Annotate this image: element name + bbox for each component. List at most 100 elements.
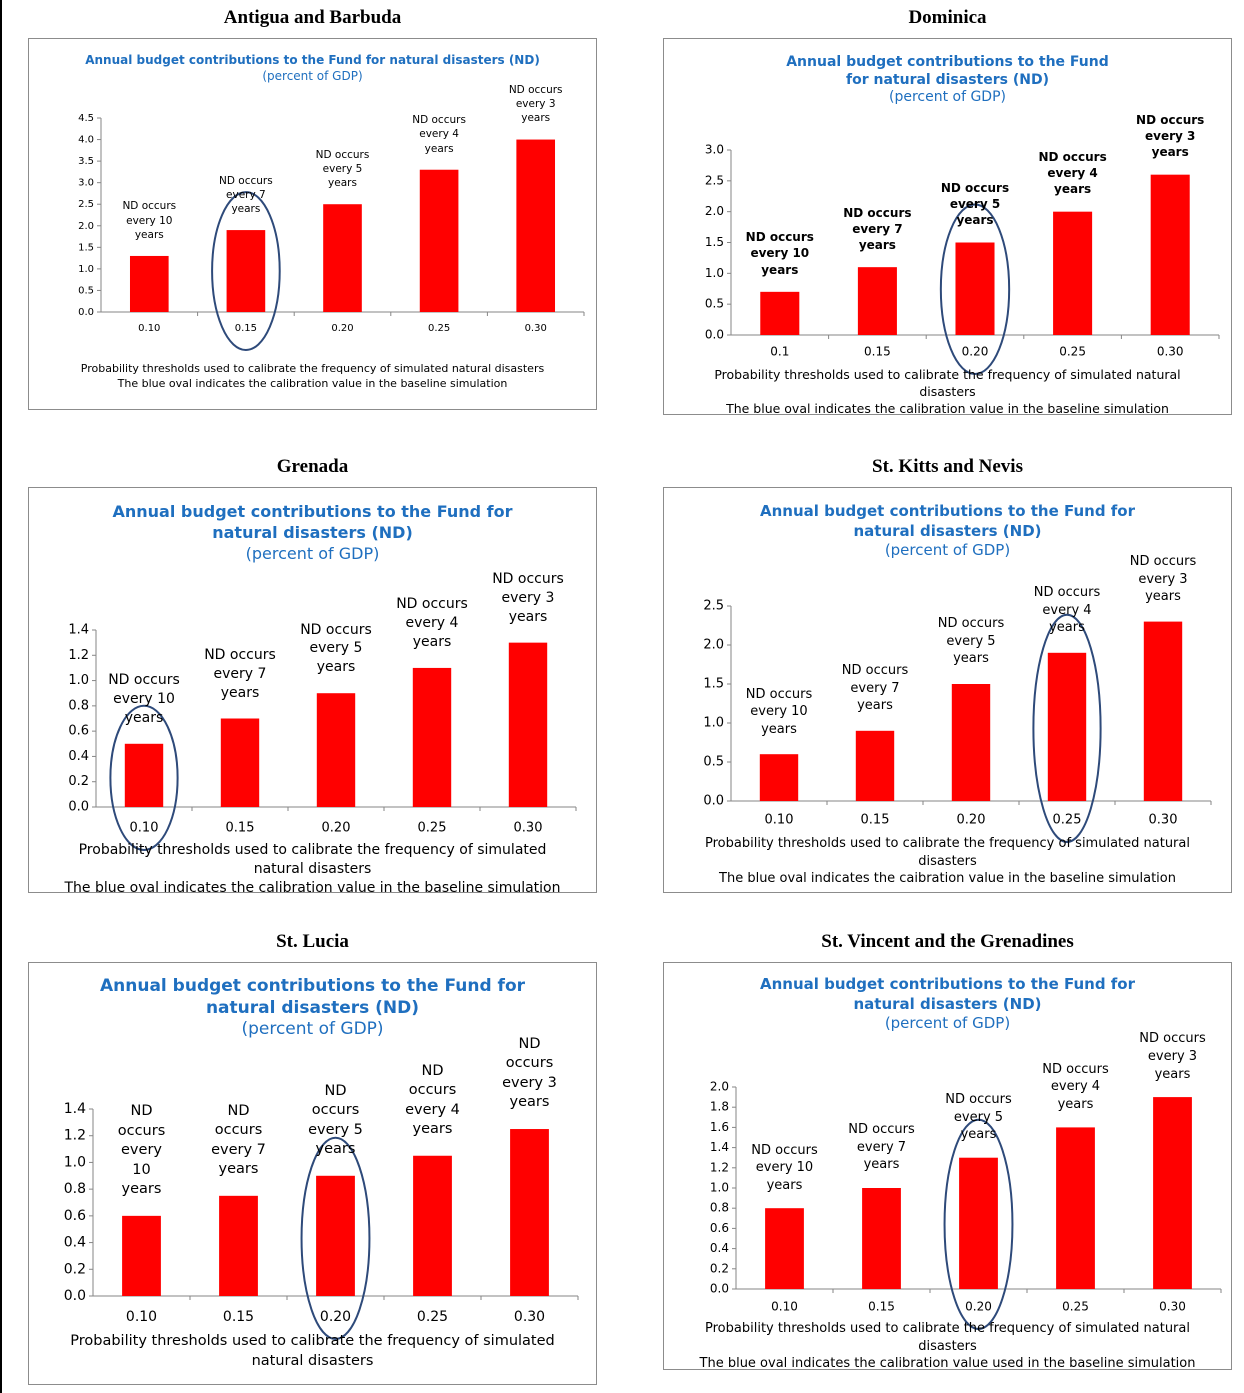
chart-subtitle: (percent of GDP) (262, 68, 363, 83)
y-tick-label: 0.0 (710, 1282, 729, 1296)
panel-heading: Grenada (276, 456, 349, 477)
y-tick-label: 0.6 (64, 1208, 86, 1224)
chart-panel: 0.0 0.2 0.4 0.6 0.8 1.0 1.2 1.4 1.6 1.8 2.0 0.10 0.1… (663, 962, 1232, 1372)
chart-panel: 0.0 0.2 0.4 0.6 0.8 1.0 1.2 1.4 0.10 0.15 0.20 0.25… (28, 962, 597, 1385)
bar (857, 267, 897, 335)
note: Probability thresholds used to calibrate… (78, 842, 547, 877)
bar-annotation: ND occurs every 10 years (108, 672, 180, 726)
chart-title: Annual budget contributions to the Fund … (759, 975, 1136, 1013)
y-tick-label: 0.2 (68, 774, 89, 789)
y-tick-label: 0.6 (68, 724, 89, 739)
bar-annotation: ND occurs every 10 years (122, 200, 177, 241)
y-tick-label: 1.0 (705, 266, 724, 280)
bar-annotation: ND occurs every 4 years (405, 1062, 460, 1138)
notes: Probability thresholds used to calibrate… (29, 1332, 596, 1371)
x-tick-label: 0.20 (320, 1309, 351, 1325)
x-tick-label: 0.25 (428, 323, 450, 334)
chart-panel: 0.0 0.5 1.0 1.5 2.0 2.5 3.0 0.1 0.15 0.20 0.25 0.30… (663, 38, 1232, 416)
notes: Probability thresholds used to calibrate… (664, 835, 1231, 888)
x-tick-label: 0.10 (126, 1309, 157, 1325)
y-tick-label: 1.2 (68, 648, 89, 663)
y-tick-label: 3.0 (78, 178, 94, 189)
y-tick-label: 0.0 (78, 307, 94, 318)
y-tick-label: 1.4 (710, 1140, 729, 1154)
x-tick-label: 0.15 (868, 1300, 895, 1314)
note: Probability thresholds used to calibrate… (714, 367, 1181, 399)
x-tick-label: 0.25 (417, 1309, 448, 1325)
panel-heading: St. Lucia (276, 931, 349, 952)
y-tick-label: 0.8 (710, 1201, 729, 1215)
x-tick-label: 0.20 (965, 1300, 992, 1314)
bar-annotation: ND occurs every 10 years (745, 230, 814, 277)
y-tick-label: 2.0 (78, 221, 94, 232)
bar-annotation: ND occurs every 4 years (412, 114, 466, 155)
y-tick-label: 0.8 (64, 1181, 86, 1197)
bar (220, 718, 260, 807)
bar-annotation: ND occurs every 5 years (300, 621, 372, 676)
baseline-oval (300, 1136, 371, 1340)
x-tick-label: 0.15 (864, 345, 891, 359)
chart-subtitle: (percent of GDP) (888, 89, 1006, 106)
y-tick-label: 3.5 (78, 156, 94, 167)
bar-annotation: ND occurs every 3 years (508, 84, 563, 125)
y-tick-label: 0.5 (703, 755, 724, 770)
panel-heading: St. Vincent and the Grenadines (821, 931, 1074, 952)
y-tick-label: 0.5 (705, 297, 724, 311)
bar (516, 139, 556, 312)
y-tick-label: 1.0 (703, 716, 724, 731)
x-tick-label: 0.15 (226, 821, 255, 836)
chart-title: Annual budget contributions to the Fund … (786, 54, 1109, 89)
bar-annotation: ND occurs every 3 years (502, 1035, 557, 1111)
y-tick-label: 2.0 (710, 1080, 729, 1094)
bar (760, 291, 800, 335)
x-tick-label: 0.30 (1157, 345, 1184, 359)
y-tick-label: 1.4 (64, 1101, 86, 1117)
chart-subtitle: (percent of GDP) (884, 541, 1011, 559)
x-tick-label: 0.1 (770, 345, 789, 359)
bar (759, 754, 799, 801)
y-tick-label: 1.5 (703, 677, 724, 692)
bar (959, 1157, 998, 1289)
chart: 0.0 0.5 1.0 1.5 2.0 2.5 3.0 3.5 4.0 4.5 0.10 0.15 0.… (78, 113, 585, 352)
chart: 0.0 0.5 1.0 1.5 2.0 2.5 3.0 0.1 0.15 0.20 0.25 0.30 (705, 143, 1220, 375)
chart-title: Annual budget contributions to the Fund … (759, 502, 1136, 540)
bar (1056, 1127, 1095, 1289)
y-tick-label: 4.0 (78, 135, 94, 146)
y-tick-label: 0.2 (710, 1261, 729, 1275)
bar (124, 743, 164, 807)
x-tick-label: 0.10 (765, 813, 794, 828)
bar (1150, 174, 1190, 335)
bar-annotation: ND occurs every 4 years (396, 596, 468, 651)
note: The blue oval indicates the calibration … (699, 1356, 1196, 1372)
bar-annotation: ND occurs every 3 years (492, 570, 564, 625)
y-tick-label: 2.0 (703, 638, 724, 653)
bar (951, 684, 991, 801)
x-tick-label: 0.30 (1149, 813, 1178, 828)
x-tick-label: 0.25 (418, 821, 447, 836)
bar (955, 242, 995, 335)
baseline-oval (939, 203, 1011, 375)
y-tick-label: 0.0 (68, 800, 89, 815)
note: Probability thresholds used to calibrate… (80, 362, 545, 375)
y-tick-label: 0.0 (703, 794, 724, 809)
baseline-oval (109, 704, 179, 851)
x-tick-label: 0.30 (514, 1309, 545, 1325)
note: The blue oval indicates the calibration … (64, 879, 561, 896)
bar (122, 1215, 161, 1296)
chart-title: Annual budget contributions to the Fund … (112, 502, 513, 542)
chart-panel: 0.0 0.5 1.0 1.5 2.0 2.5 0.10 0.15 0.20 0.25 0.30 An… (663, 487, 1232, 893)
bar-annotation: ND occurs every 3 years (1136, 113, 1205, 160)
note: The blue oval indicates the calibration … (726, 400, 1169, 416)
x-tick-label: 0.30 (525, 323, 547, 334)
baseline-oval (943, 1118, 1014, 1331)
x-tick-label: 0.10 (138, 323, 160, 334)
y-tick-label: 2.0 (705, 204, 724, 218)
y-tick-label: 0.5 (78, 285, 94, 296)
bar-annotation: ND occurs every 7 years (204, 646, 276, 701)
bar (413, 1155, 452, 1296)
bar-annotation: ND occurs every 5 years (937, 616, 1005, 667)
chart-title: Annual budget contributions to the Fund … (99, 976, 526, 1019)
bar-annotation: ND occurs every 3 years (1139, 1031, 1206, 1082)
bar (419, 169, 459, 312)
